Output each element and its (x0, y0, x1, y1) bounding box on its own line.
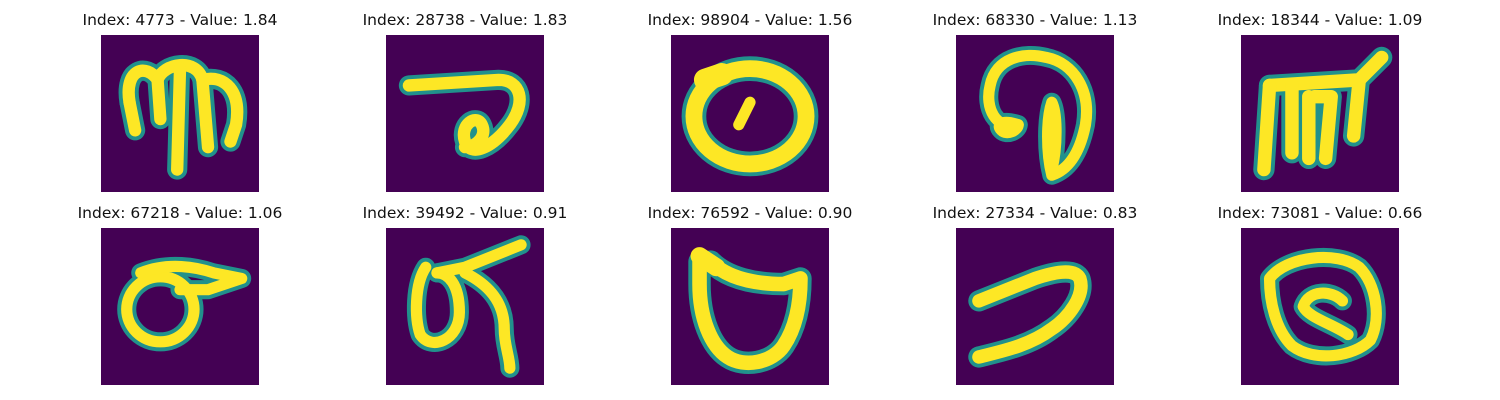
panel-3: Index: 98904 - Value: 1.56 (630, 8, 870, 193)
panel-title: Index: 27334 - Value: 0.83 (932, 204, 1138, 222)
glyph-image (386, 228, 544, 385)
panel-2: Index: 28738 - Value: 1.83 (345, 8, 585, 193)
glyph-image (1241, 228, 1399, 385)
glyph-image (956, 228, 1114, 385)
panel-5: Index: 18344 - Value: 1.09 (1200, 8, 1440, 193)
panel-title: Index: 39492 - Value: 0.91 (362, 204, 568, 222)
panel-10: Index: 73081 - Value: 0.66 (1200, 201, 1440, 386)
panel-title: Index: 28738 - Value: 1.83 (362, 11, 568, 29)
panel-9: Index: 27334 - Value: 0.83 (915, 201, 1155, 386)
panel-title: Index: 4773 - Value: 1.84 (82, 11, 278, 29)
glyph-image (671, 35, 829, 192)
panel-title: Index: 98904 - Value: 1.56 (647, 11, 853, 29)
glyph-76592 (688, 247, 812, 374)
panel-title: Index: 76592 - Value: 0.90 (647, 204, 853, 222)
glyph-27334 (968, 261, 1092, 368)
glyph-98904 (681, 56, 819, 177)
panel-title: Index: 67218 - Value: 1.06 (77, 204, 283, 222)
panel-6: Index: 67218 - Value: 1.06 (60, 201, 300, 386)
glyph-image (1241, 35, 1399, 192)
glyph-image (101, 35, 259, 192)
panel-7: Index: 39492 - Value: 0.91 (345, 201, 585, 386)
glyph-28738 (398, 69, 530, 160)
panel-title: Index: 68330 - Value: 1.13 (932, 11, 1138, 29)
glyph-18344 (1253, 46, 1393, 181)
glyph-4773 (118, 55, 248, 180)
panel-title: Index: 73081 - Value: 0.66 (1217, 204, 1423, 222)
panel-8: Index: 76592 - Value: 0.90 (630, 201, 870, 386)
glyph-73081 (1260, 247, 1386, 366)
panel-4: Index: 68330 - Value: 1.13 (915, 8, 1155, 193)
panel-title: Index: 18344 - Value: 1.09 (1217, 11, 1423, 29)
glyph-image (386, 35, 544, 192)
panel-1: Index: 4773 - Value: 1.84 (60, 8, 300, 193)
glyph-image (101, 228, 259, 385)
glyph-39492 (406, 235, 531, 378)
glyph-image (671, 228, 829, 385)
glyph-68330 (979, 45, 1097, 185)
glyph-67218 (117, 256, 252, 352)
glyph-image (956, 35, 1114, 192)
